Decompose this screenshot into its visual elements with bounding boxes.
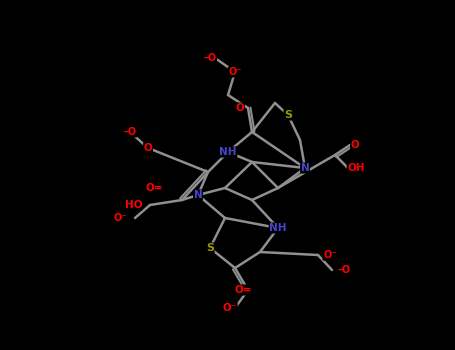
Text: N: N [301,163,309,173]
Text: O: O [144,143,152,153]
Text: O=: O= [146,183,163,193]
Text: N: N [194,190,202,200]
Text: OH: OH [347,163,365,173]
Text: NH: NH [269,223,287,233]
Text: HO: HO [125,200,142,210]
Text: O⁻: O⁻ [228,67,242,77]
Text: O⁻: O⁻ [223,303,237,313]
Text: O⁻: O⁻ [114,213,127,223]
Text: NH: NH [219,147,237,157]
Text: O⁻: O⁻ [323,250,336,260]
Text: O=: O= [234,285,252,295]
Text: S: S [206,243,214,253]
Text: S: S [284,110,292,120]
Text: –O: –O [337,265,350,275]
Text: –O: –O [203,53,217,63]
Text: –O: –O [123,127,136,137]
Text: O: O [351,140,359,150]
Text: O: O [236,103,244,113]
